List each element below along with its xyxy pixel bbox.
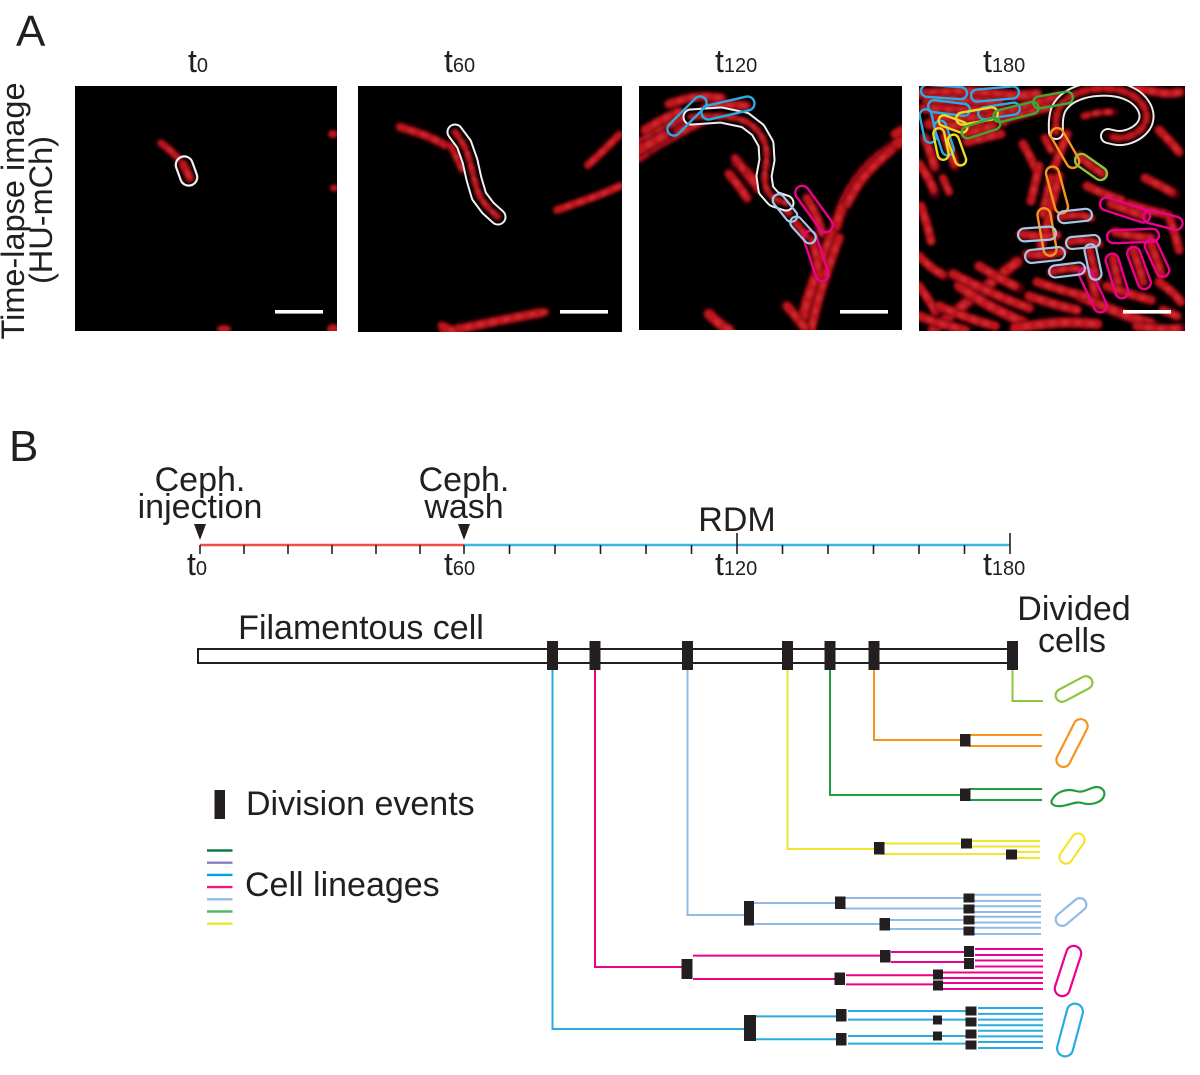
svg-text:Division events: Division events xyxy=(246,785,475,823)
svg-text:t60: t60 xyxy=(444,546,475,582)
svg-text:B: B xyxy=(9,422,38,471)
svg-text:A: A xyxy=(16,7,46,56)
svg-text:Ceph.: Ceph. xyxy=(155,461,246,499)
svg-text:Filamentous cell: Filamentous cell xyxy=(238,609,484,647)
svg-text:t0: t0 xyxy=(187,546,207,582)
svg-text:RDM: RDM xyxy=(698,501,775,539)
svg-text:Time-lapse image: Time-lapse image xyxy=(0,82,31,339)
svg-text:t180: t180 xyxy=(983,43,1025,79)
svg-text:Cell lineages: Cell lineages xyxy=(245,866,440,904)
svg-text:t120: t120 xyxy=(715,43,757,79)
svg-text:t180: t180 xyxy=(983,546,1025,582)
svg-text:Divided: Divided xyxy=(1017,590,1130,628)
svg-text:injection: injection xyxy=(138,488,263,526)
svg-text:cells: cells xyxy=(1038,622,1106,660)
svg-text:t0: t0 xyxy=(188,43,208,79)
svg-text:wash: wash xyxy=(423,488,503,526)
svg-text:Ceph.: Ceph. xyxy=(419,461,510,499)
svg-text:t60: t60 xyxy=(444,43,475,79)
svg-text:t120: t120 xyxy=(715,546,757,582)
svg-text:(HU-mCh): (HU-mCh) xyxy=(23,136,59,284)
